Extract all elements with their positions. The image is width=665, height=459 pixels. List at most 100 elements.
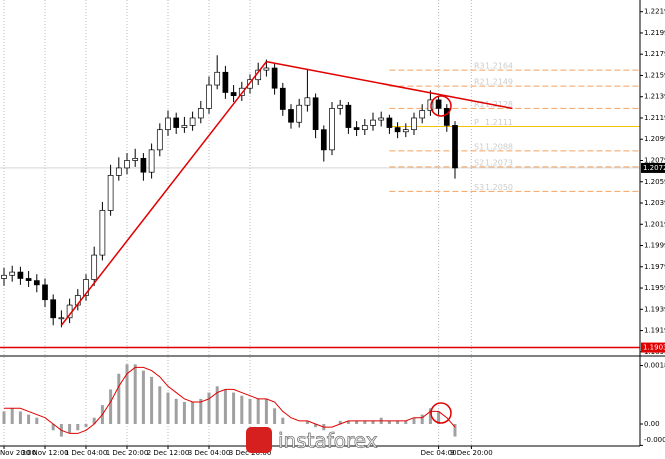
y-tick-label: 1.1999 xyxy=(644,242,665,250)
y-tick-label: 1.1939 xyxy=(644,305,665,313)
macd-bar xyxy=(158,386,162,424)
candle-body xyxy=(1,274,7,279)
x-tick-label: 3 Dec 04:00 xyxy=(188,449,231,457)
macd-bar xyxy=(174,398,178,424)
x-tick-label: 2 Dec 12:00 xyxy=(147,449,190,457)
candle-body xyxy=(58,317,65,320)
candle-body xyxy=(386,117,393,128)
current-price-label: 1.2072 xyxy=(643,164,665,172)
trendline xyxy=(266,60,513,110)
candle-body xyxy=(173,117,180,128)
candle-body xyxy=(91,254,98,280)
candle-body xyxy=(197,108,204,119)
y-tick-label: 1.2159 xyxy=(644,71,665,79)
macd-bar xyxy=(141,370,145,424)
macd-bar xyxy=(18,411,22,424)
candle-body xyxy=(329,108,335,151)
macd-bar xyxy=(68,424,72,434)
candle-body xyxy=(312,97,319,131)
y-tick-label: 1.1919 xyxy=(644,327,665,335)
candle-body xyxy=(33,280,40,286)
macd-bar xyxy=(125,364,129,424)
x-tick-label: 1 Dec 04:00 xyxy=(65,449,108,457)
candle-body xyxy=(50,299,57,319)
macd-bar xyxy=(207,392,211,424)
candle-body xyxy=(189,117,196,126)
candle-body xyxy=(361,125,368,131)
candle-body xyxy=(222,71,229,93)
candle-body xyxy=(42,284,48,301)
candle-body xyxy=(99,210,106,256)
candle-body xyxy=(25,278,32,281)
candle-body xyxy=(140,158,147,173)
candle-body xyxy=(206,84,212,109)
pivot-name: S3 xyxy=(474,183,484,192)
macd-bar xyxy=(338,420,342,424)
candle-body xyxy=(181,125,188,128)
pivot-value: 1.2050 xyxy=(485,183,513,192)
macd-bar xyxy=(150,376,154,424)
price-tag xyxy=(641,342,665,353)
candle-body xyxy=(288,109,294,123)
candle-body xyxy=(107,175,114,211)
macd-bar xyxy=(51,424,55,431)
y-tick-label: 1.2019 xyxy=(644,220,665,228)
macd-y-tick-label: -0.00068 xyxy=(644,436,665,444)
x-tick-label: 1 Dec 20:00 xyxy=(106,449,149,457)
y-tick-label: 1.1959 xyxy=(644,284,665,292)
candle-body xyxy=(402,129,409,133)
pivot-name: S2 xyxy=(474,158,484,167)
candle-body xyxy=(419,110,426,119)
x-tick-label: 9 Dec 20:00 xyxy=(450,449,493,457)
candle-body xyxy=(353,127,360,131)
macd-bar xyxy=(387,420,391,424)
macd-bar xyxy=(396,420,400,424)
candle-body xyxy=(247,79,253,89)
candle-body xyxy=(271,67,278,89)
candle-body xyxy=(320,129,327,151)
macd-bar xyxy=(281,417,285,424)
macd-bar xyxy=(412,417,416,424)
candle-body xyxy=(148,149,155,173)
macd-bar xyxy=(256,398,260,424)
x-tick-label: 30 Nov 12:00 xyxy=(21,449,68,457)
pivot-value: 1.2164 xyxy=(485,62,513,71)
x-tick-label: 3 Dec 20:00 xyxy=(229,449,272,457)
macd-bar xyxy=(404,420,408,424)
candle-body xyxy=(214,71,221,86)
candle-body xyxy=(83,279,89,296)
macd-bar xyxy=(437,411,441,424)
macd-bar xyxy=(2,411,6,424)
macd-bar xyxy=(35,417,39,424)
pivot-value: 1.2149 xyxy=(485,78,513,87)
macd-bar xyxy=(223,389,227,424)
candle-body xyxy=(394,127,401,133)
candle-body xyxy=(370,119,376,126)
candle-body xyxy=(378,117,385,121)
candle-body xyxy=(115,167,122,176)
candle-body xyxy=(9,271,16,276)
macd-bar xyxy=(453,424,457,437)
macd-signal xyxy=(4,366,456,434)
candle-body xyxy=(132,158,139,161)
highlight-circle xyxy=(430,402,452,424)
candle-body xyxy=(435,99,442,109)
macd-bar xyxy=(10,408,14,424)
highlight-circle xyxy=(430,95,452,117)
macd-bar xyxy=(109,389,113,424)
candle-body xyxy=(124,160,130,169)
y-tick-label: 1.2099 xyxy=(644,135,665,143)
y-tick-label: 1.2079 xyxy=(644,156,665,164)
macd-bar xyxy=(27,414,31,424)
y-tick-label: 1.2039 xyxy=(644,199,665,207)
price-tag xyxy=(641,162,665,173)
candle-body xyxy=(263,67,270,71)
candle-body xyxy=(238,87,245,97)
pivot-name: P xyxy=(474,118,479,127)
candle-body xyxy=(17,271,24,279)
macd-bar xyxy=(371,420,375,424)
macd-bar xyxy=(305,420,309,424)
macd-bar xyxy=(117,373,121,424)
